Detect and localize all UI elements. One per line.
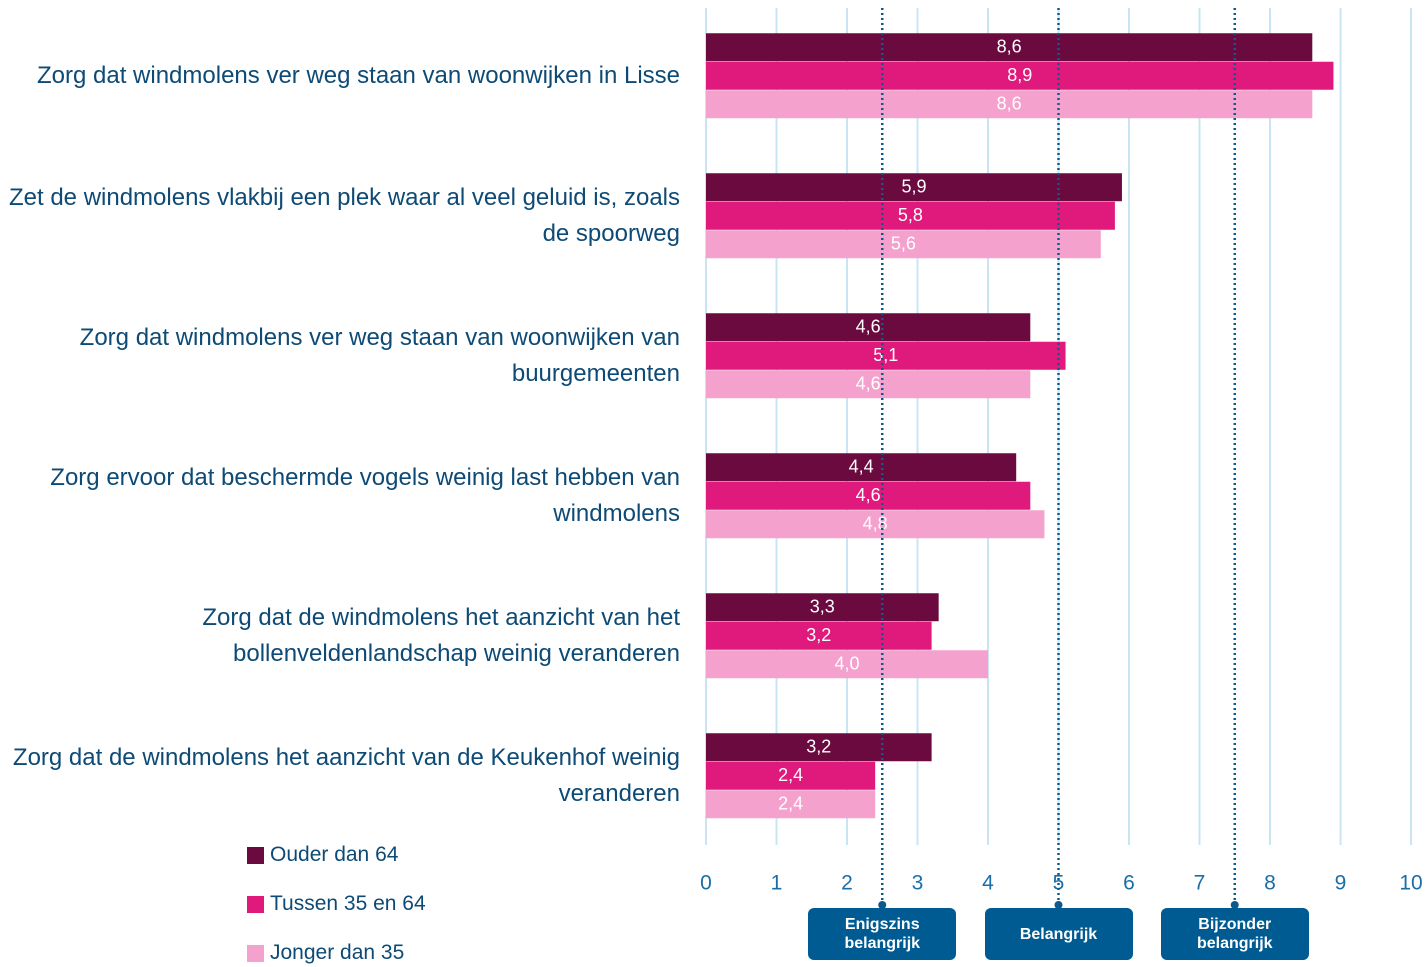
bar <box>706 341 1066 370</box>
value-label: 4,6 <box>856 485 881 505</box>
value-label: 5,6 <box>891 233 916 253</box>
x-tick-label: 0 <box>700 872 712 895</box>
legend-label: Jonger dan 35 <box>270 941 405 964</box>
bar <box>706 650 988 679</box>
bar <box>706 510 1045 539</box>
x-tick-label: 1 <box>771 872 783 895</box>
bar <box>706 733 932 762</box>
legend-label: Tussen 35 en 64 <box>270 892 426 915</box>
x-tick-label: 4 <box>982 872 994 895</box>
category-label: Zorg dat de windmolens het aanzicht van … <box>12 744 680 807</box>
bar <box>706 313 1031 342</box>
value-label: 4,8 <box>863 513 888 533</box>
legend-swatch <box>247 895 264 913</box>
value-label: 4,0 <box>834 653 859 673</box>
category-label: Zorg dat windmolens ver weg staan van wo… <box>37 62 680 89</box>
value-label: 8,6 <box>997 93 1022 113</box>
category-label: Zet de windmolens vlakbij een plek waar … <box>8 184 680 247</box>
value-label: 4,4 <box>849 456 874 476</box>
bar <box>706 593 939 622</box>
x-tick-label: 10 <box>1399 872 1422 895</box>
x-tick-label: 8 <box>1264 872 1276 895</box>
bar <box>706 61 1334 90</box>
reference-label: Belangrijk <box>984 908 1133 960</box>
value-label: 4,6 <box>856 316 881 336</box>
legend-label: Ouder dan 64 <box>270 843 399 866</box>
value-label: 5,9 <box>901 176 926 196</box>
reference-dot <box>1054 901 1063 909</box>
bar <box>706 370 1031 399</box>
legend-swatch <box>247 846 264 864</box>
value-label: 5,8 <box>898 205 923 225</box>
bar <box>706 33 1313 62</box>
reference-dot <box>1230 901 1239 909</box>
bar <box>706 621 932 650</box>
bar <box>706 201 1115 230</box>
value-label: 8,6 <box>997 36 1022 56</box>
legend-item: Ouder dan 64 <box>247 843 398 867</box>
value-label: 2,4 <box>778 793 803 813</box>
bar <box>706 173 1122 202</box>
bar <box>706 230 1101 259</box>
value-label: 3,2 <box>806 736 831 756</box>
category-label: Zorg dat de windmolens het aanzicht van … <box>202 604 680 667</box>
category-label: Zorg dat windmolens ver weg staan van wo… <box>79 324 680 387</box>
reference-dot <box>878 901 887 909</box>
bar <box>706 453 1017 482</box>
reference-label: Bijzonder belangrijk <box>1160 908 1309 960</box>
x-tick-label: 6 <box>1123 872 1135 895</box>
value-label: 3,2 <box>806 625 831 645</box>
bar <box>706 481 1031 510</box>
x-tick-label: 3 <box>912 872 924 895</box>
value-label: 5,1 <box>873 345 898 365</box>
category-label: Zorg ervoor dat beschermde vogels weinig… <box>50 464 680 527</box>
legend-item: Jonger dan 35 <box>247 941 404 965</box>
bar <box>706 90 1313 119</box>
legend-swatch <box>247 944 264 962</box>
value-label: 2,4 <box>778 765 803 785</box>
value-label: 4,6 <box>856 373 881 393</box>
x-tick-label: 9 <box>1335 872 1347 895</box>
bar <box>706 790 876 819</box>
value-label: 3,3 <box>810 596 835 616</box>
legend-item: Tussen 35 en 64 <box>247 892 426 916</box>
x-tick-label: 7 <box>1194 872 1206 895</box>
x-tick-label: 2 <box>841 872 853 895</box>
reference-label: Enigszins belangrijk <box>808 908 957 960</box>
bar <box>706 761 876 790</box>
value-label: 8,9 <box>1007 65 1032 85</box>
